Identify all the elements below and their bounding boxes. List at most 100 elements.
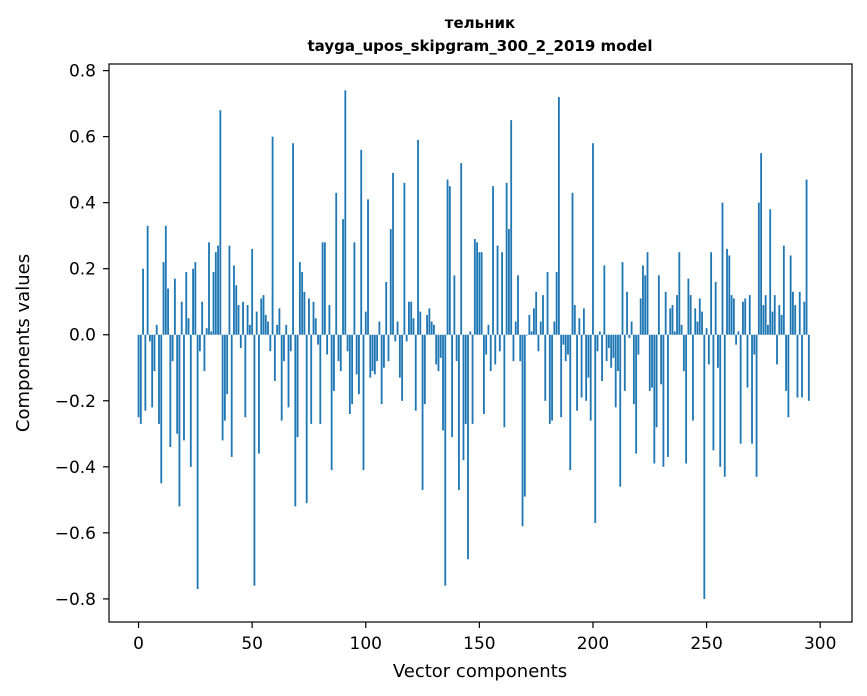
bar	[435, 334, 438, 365]
bar	[378, 321, 381, 335]
bar	[387, 334, 390, 362]
bar	[176, 334, 179, 434]
bar	[651, 334, 653, 388]
bar	[246, 305, 249, 335]
bar	[385, 281, 388, 335]
bar	[639, 298, 642, 335]
bar	[326, 334, 329, 355]
bar	[798, 291, 801, 335]
bar	[271, 136, 274, 335]
bar	[657, 275, 660, 335]
bar	[203, 334, 206, 372]
bar	[353, 242, 356, 335]
bar	[735, 334, 738, 345]
x-tick-label: 200	[577, 634, 609, 654]
bar	[180, 301, 183, 335]
bar	[437, 334, 440, 372]
bar	[269, 334, 272, 352]
bar	[217, 245, 219, 335]
bar	[467, 334, 469, 560]
bar	[803, 301, 806, 335]
bar	[667, 334, 669, 457]
bar	[523, 334, 526, 497]
bar	[142, 268, 144, 335]
bar	[755, 334, 758, 477]
bar	[767, 324, 769, 335]
bar	[653, 334, 656, 464]
bar	[392, 172, 394, 335]
x-tick-label: 100	[350, 634, 382, 654]
bar	[396, 321, 399, 335]
chart-title: тельник	[445, 14, 515, 32]
bar	[712, 334, 715, 451]
bar	[228, 245, 231, 335]
bar	[762, 305, 765, 335]
bar	[451, 334, 454, 438]
bar	[278, 308, 281, 335]
bar	[162, 262, 165, 335]
bar	[512, 334, 515, 362]
bar	[687, 278, 690, 335]
bar	[446, 179, 449, 335]
bar	[792, 291, 794, 335]
bar	[171, 334, 174, 362]
bar	[751, 334, 753, 444]
bar	[551, 334, 553, 421]
bar	[621, 262, 624, 335]
bar	[226, 334, 229, 395]
bar	[598, 331, 601, 335]
bar	[314, 318, 317, 335]
bar	[153, 334, 156, 372]
bar	[776, 334, 778, 365]
bar	[569, 334, 572, 471]
bar	[158, 334, 160, 424]
bar	[414, 334, 417, 411]
bar	[628, 334, 631, 339]
bar	[235, 285, 238, 335]
bar	[333, 334, 335, 391]
bar	[251, 248, 254, 335]
bar	[726, 248, 728, 335]
bar	[730, 295, 733, 335]
bar	[714, 281, 717, 335]
bar	[519, 334, 522, 362]
bar	[553, 321, 556, 335]
bar	[478, 252, 481, 335]
bar	[578, 318, 581, 335]
bar	[219, 110, 222, 335]
bar	[403, 182, 406, 335]
bar	[339, 334, 342, 372]
bar	[164, 225, 167, 335]
bar	[807, 334, 810, 401]
bar	[428, 308, 431, 335]
bar	[192, 268, 194, 335]
bar	[723, 334, 726, 477]
bar	[719, 334, 722, 467]
bar	[303, 291, 306, 335]
bar	[589, 334, 592, 421]
bar	[255, 311, 258, 335]
bar	[223, 334, 226, 421]
bar	[496, 245, 499, 335]
bar	[748, 295, 751, 335]
bar	[389, 229, 392, 335]
bar	[680, 324, 683, 335]
bar	[671, 305, 674, 335]
bar	[230, 334, 233, 457]
bar	[169, 334, 172, 448]
bar	[585, 334, 588, 401]
bar	[494, 334, 497, 365]
bar	[321, 242, 324, 335]
bar	[469, 331, 472, 335]
bar	[137, 334, 140, 418]
bar	[794, 305, 797, 335]
bar	[289, 334, 292, 352]
bar	[185, 272, 188, 335]
bar	[787, 334, 790, 418]
bar	[360, 149, 363, 335]
bar	[562, 334, 565, 345]
bar	[557, 97, 560, 335]
bar	[728, 255, 731, 335]
bar	[139, 334, 142, 424]
